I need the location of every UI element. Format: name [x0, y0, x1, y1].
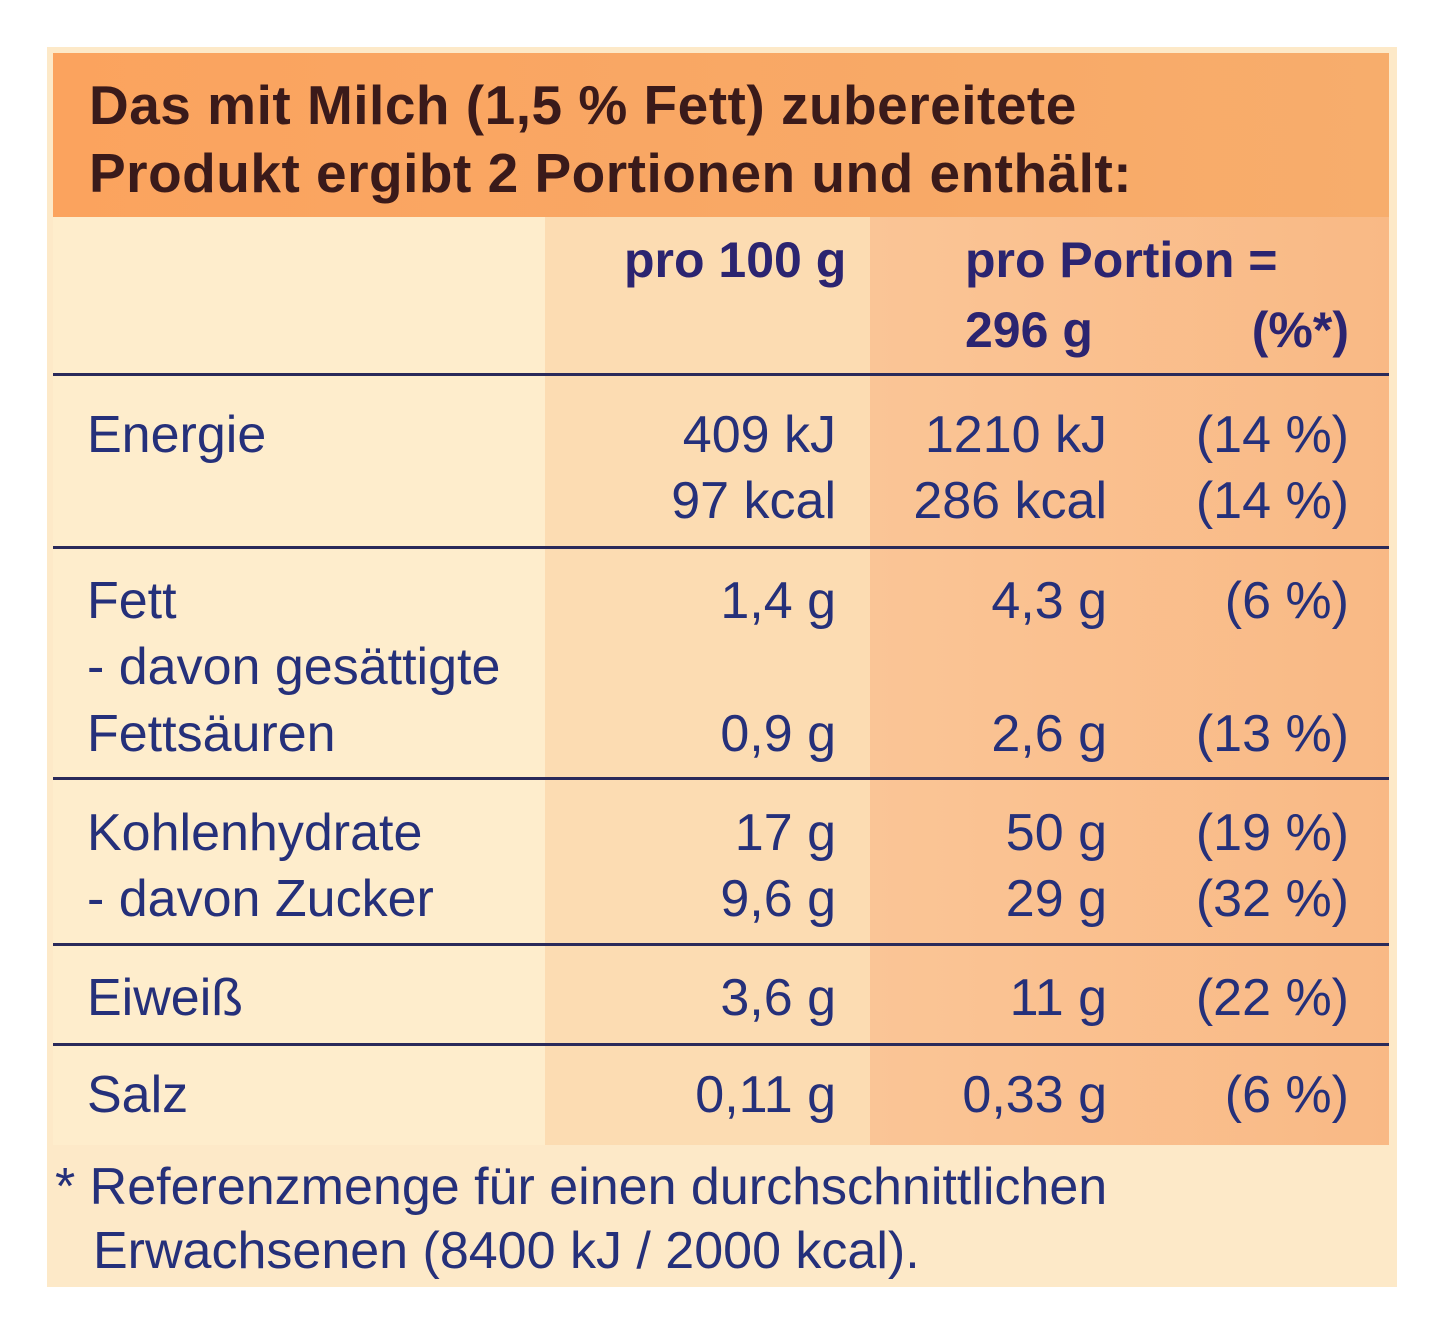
- gesaettigte-percent: (13 %): [1195, 705, 1349, 763]
- footnote-line2: Erwachsenen (8400 kJ / 2000 kcal).: [93, 1222, 920, 1280]
- energie-kcal-percent: (14 %): [1195, 472, 1349, 530]
- row-label-fett: Fett: [87, 572, 177, 630]
- nutrition-header: Das mit Milch (1,5 % Fett) zubereitete P…: [53, 53, 1389, 217]
- eiweiss-100: 3,6 g: [720, 969, 836, 1027]
- row-label-eiweiss: Eiweiß: [87, 969, 244, 1027]
- zucker-percent: (32 %): [1195, 870, 1349, 928]
- label-column-bg: [53, 217, 545, 1145]
- header-title-line2: Produkt ergibt 2 Portionen und enthält:: [89, 142, 1133, 204]
- fett-portion: 4,3 g: [991, 572, 1107, 630]
- col-header-per100: pro 100 g: [624, 232, 847, 288]
- zucker-portion: 29 g: [1005, 870, 1107, 928]
- row-label-gesaettigte-line1: - davon gesättigte: [87, 638, 501, 696]
- portion-column-bg: [870, 217, 1389, 1145]
- fett-percent: (6 %): [1224, 572, 1349, 630]
- energie-kj-portion: 1210 kJ: [924, 406, 1107, 464]
- zucker-100: 9,6 g: [720, 870, 836, 928]
- gesaettigte-100: 0,9 g: [720, 705, 836, 763]
- divider: [53, 1043, 1389, 1046]
- row-label-salz: Salz: [87, 1066, 189, 1124]
- energie-kcal-portion: 286 kcal: [913, 472, 1107, 530]
- nutrition-panel: Das mit Milch (1,5 % Fett) zubereitete P…: [47, 47, 1397, 1287]
- footnote-line1: * Referenzmenge für einen durchschnittli…: [55, 1158, 1108, 1216]
- energie-kj-percent: (14 %): [1195, 406, 1349, 464]
- energie-kj-100: 409 kJ: [682, 406, 836, 464]
- divider: [53, 373, 1389, 376]
- col-header-portion-weight: 296 g: [965, 302, 1093, 358]
- fett-100: 1,4 g: [720, 572, 836, 630]
- kohlenhydrate-100: 17 g: [734, 804, 836, 862]
- eiweiss-percent: (22 %): [1195, 969, 1349, 1027]
- salz-percent: (6 %): [1224, 1066, 1349, 1124]
- col-header-portion: pro Portion =: [965, 232, 1278, 288]
- row-label-gesaettigte-line2: Fettsäuren: [87, 705, 336, 763]
- eiweiss-portion: 11 g: [1009, 969, 1107, 1027]
- row-label-energie: Energie: [87, 406, 267, 464]
- kohlenhydrate-percent: (19 %): [1195, 804, 1349, 862]
- footnote: * Referenzmenge für einen durchschnittli…: [55, 1155, 1107, 1283]
- header-title-line1: Das mit Milch (1,5 % Fett) zubereitete: [89, 74, 1077, 136]
- salz-portion: 0,33 g: [962, 1066, 1107, 1124]
- per100-column-bg: [545, 217, 870, 1145]
- salz-100: 0,11 g: [695, 1066, 836, 1124]
- row-label-zucker: - davon Zucker: [87, 870, 434, 928]
- divider: [53, 546, 1389, 549]
- col-header-percent: (%*): [1251, 302, 1349, 358]
- kohlenhydrate-portion: 50 g: [1005, 804, 1107, 862]
- gesaettigte-portion: 2,6 g: [991, 705, 1107, 763]
- nutrition-table: pro 100 g pro Portion = 296 g (%*) Energ…: [53, 217, 1389, 1145]
- row-label-kohlenhydrate: Kohlenhydrate: [87, 804, 423, 862]
- energie-kcal-100: 97 kcal: [671, 472, 836, 530]
- divider: [53, 943, 1389, 946]
- divider: [53, 777, 1389, 780]
